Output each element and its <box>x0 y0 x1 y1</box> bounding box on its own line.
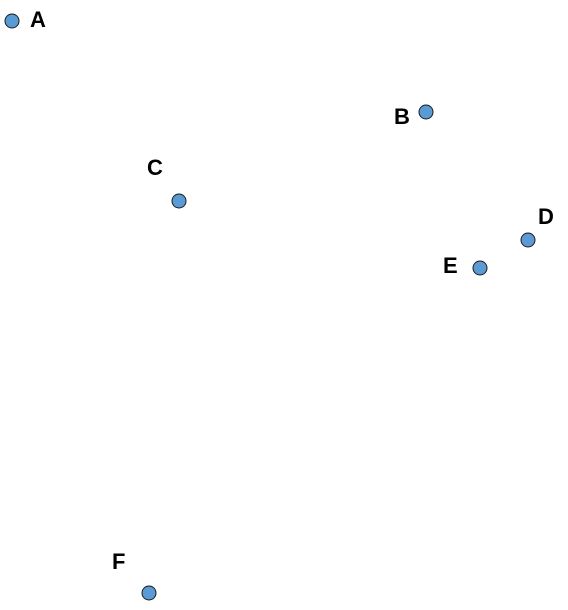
point-b: B <box>394 104 434 129</box>
points-layer: A B C D E F <box>4 7 554 601</box>
point-a: A <box>4 7 46 32</box>
point-marker-f <box>141 585 157 601</box>
point-c: C <box>147 155 187 209</box>
point-d: D <box>520 204 554 248</box>
point-label-e: E <box>443 253 458 278</box>
point-marker-d <box>520 232 536 248</box>
point-marker-e <box>472 260 488 276</box>
point-marker-b <box>418 104 434 120</box>
point-marker-a <box>4 13 20 29</box>
point-e: E <box>443 253 488 278</box>
point-f: F <box>112 549 157 601</box>
point-label-d: D <box>538 204 554 229</box>
point-label-a: A <box>30 7 46 32</box>
point-marker-c <box>171 193 187 209</box>
point-label-b: B <box>394 104 410 129</box>
point-label-c: C <box>147 155 163 180</box>
point-label-f: F <box>112 549 125 574</box>
